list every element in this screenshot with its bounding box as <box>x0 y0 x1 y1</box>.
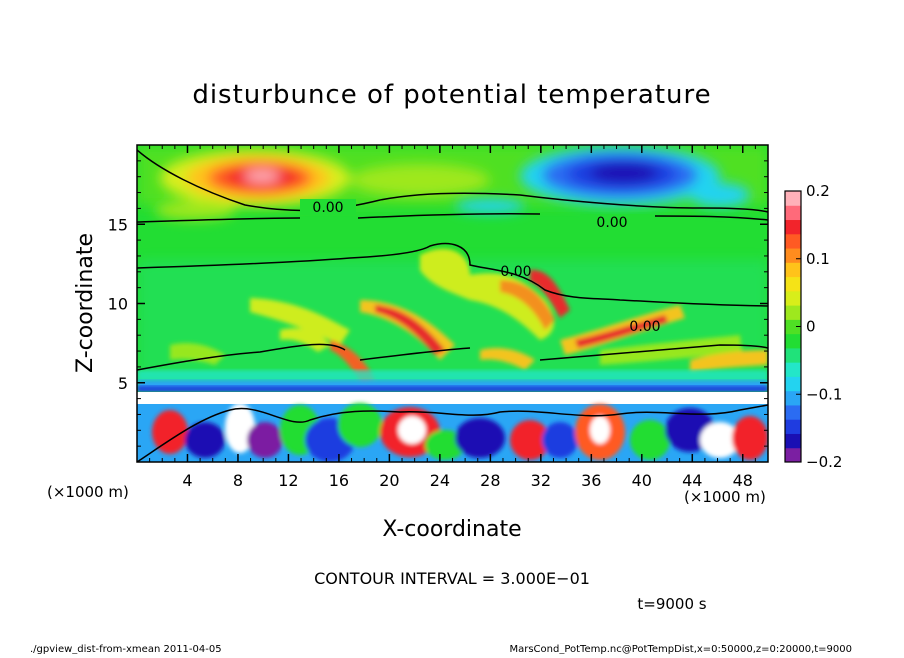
colorbar-swatch <box>785 233 801 249</box>
colorbar-tick-label: 0.2 <box>806 182 830 200</box>
colorbar-ticks: 0.2 0.1 0 −0.1 −0.2 <box>796 182 842 471</box>
contour-label: 0.00 <box>500 264 531 280</box>
colorbar-swatch <box>785 262 801 278</box>
colorbar-swatch <box>785 319 801 335</box>
colorbar-swatch <box>785 276 801 292</box>
x-tick-label: 24 <box>430 471 450 490</box>
colorbar-swatch <box>785 205 801 221</box>
colorbar-swatch <box>785 390 801 406</box>
x-tick-label: 28 <box>480 471 500 490</box>
x-unit-right: (×1000 m) <box>684 488 766 506</box>
x-tick-label: 44 <box>682 471 702 490</box>
x-axis: 4 8 12 16 20 24 28 32 36 40 44 48 <box>149 145 756 490</box>
y-axis-label: Z-coordinate <box>73 233 98 373</box>
colorbar-tick-label: −0.1 <box>806 385 842 403</box>
x-tick-label: 16 <box>329 471 349 490</box>
x-tick-label: 36 <box>581 471 601 490</box>
colorbar-swatch <box>785 191 801 206</box>
x-unit-left: (×1000 m) <box>47 483 129 501</box>
colorbar-tick-label: −0.2 <box>806 453 842 471</box>
time-label: t=9000 s <box>637 595 706 613</box>
y-axis: 5 10 15 <box>108 160 768 447</box>
colorbar-swatch <box>785 376 801 392</box>
x-tick-label: 20 <box>379 471 399 490</box>
y-tick-label: 15 <box>108 215 128 234</box>
y-tick-label: 5 <box>118 374 128 393</box>
x-axis-label: X-coordinate <box>382 517 521 542</box>
footer-left: ./gpview_dist-from-xmean 2011-04-05 <box>30 644 222 654</box>
x-tick-label: 12 <box>278 471 298 490</box>
x-tick-label: 32 <box>531 471 551 490</box>
x-tick-label: 40 <box>632 471 652 490</box>
contour-label: 0.00 <box>596 215 627 231</box>
colorbar-swatch <box>785 219 801 235</box>
colorbar-swatch <box>785 404 801 420</box>
colorbar-swatch <box>785 362 801 377</box>
footer-right: MarsCond_PotTemp.nc@PotTempDist,x=0:5000… <box>509 644 852 654</box>
colorbar-swatch <box>785 419 801 434</box>
contour-label: 0.00 <box>629 319 660 335</box>
contour-label: 0.00 <box>312 200 343 216</box>
colorbar-swatch <box>785 447 801 463</box>
colorbar-tick-label: 0 <box>806 318 816 336</box>
chart-title: disturbunce of potential temperature <box>192 80 711 110</box>
colorbar-swatch <box>785 347 801 363</box>
colorbar-swatch <box>785 333 801 349</box>
plot-field: 0.00 0.00 0.00 0.00 <box>137 145 768 462</box>
colorbar-tick-label: 0.1 <box>806 250 830 268</box>
x-tick-label: 4 <box>182 471 192 490</box>
colorbar-swatch <box>785 248 801 263</box>
x-tick-label: 48 <box>733 471 753 490</box>
colorbar-swatch <box>785 305 801 320</box>
x-tick-label: 8 <box>233 471 243 490</box>
contour-interval: CONTOUR INTERVAL = 3.000E−01 <box>314 569 590 588</box>
colorbar-swatch <box>785 290 801 306</box>
colorbar-swatch <box>785 433 801 449</box>
y-tick-label: 10 <box>108 295 128 314</box>
